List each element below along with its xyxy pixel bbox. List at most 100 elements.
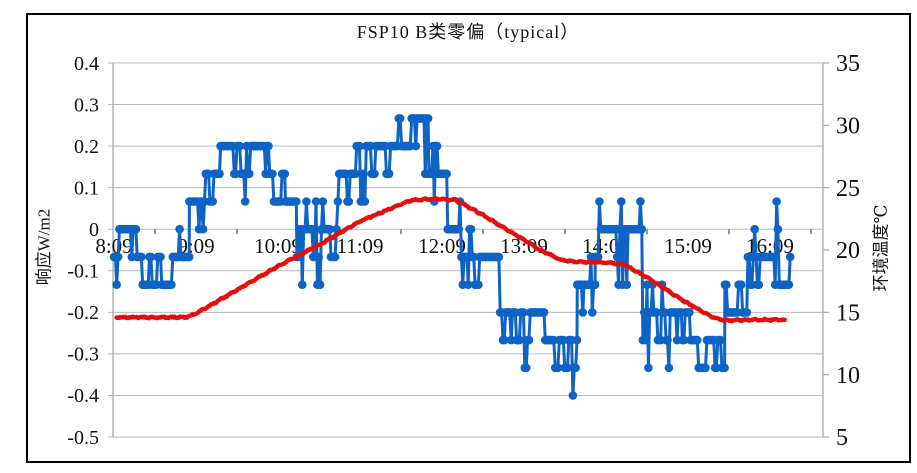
left-axis-tick-label: -0.2 <box>67 302 99 324</box>
response-marker <box>571 363 580 373</box>
response-marker <box>593 252 603 262</box>
response-marker <box>539 308 549 317</box>
response-marker <box>785 252 795 262</box>
left-axis-tick-label: -0.5 <box>67 427 99 449</box>
response-marker <box>314 252 324 262</box>
response-marker <box>521 363 531 373</box>
response-marker <box>595 197 604 206</box>
response-marker <box>131 224 141 234</box>
response-marker <box>663 335 672 345</box>
response-marker <box>298 280 307 290</box>
response-marker <box>572 335 582 345</box>
response-marker <box>769 252 779 262</box>
response-marker <box>175 224 184 234</box>
left-axis-tick-label: 0.4 <box>74 53 99 75</box>
response-marker <box>693 335 702 345</box>
response-marker <box>644 363 653 373</box>
response-marker <box>395 114 405 123</box>
response-marker <box>355 141 364 151</box>
response-marker <box>330 252 340 262</box>
left-axis-tick-label: 0.1 <box>74 177 99 199</box>
response-marker <box>198 224 208 234</box>
response-marker <box>454 224 464 234</box>
response-marker <box>466 224 476 234</box>
response-marker <box>427 169 436 179</box>
response-marker <box>280 169 290 179</box>
response-marker <box>578 308 588 317</box>
right-axis-tick-label: 35 <box>836 51 860 77</box>
response-marker <box>325 224 335 234</box>
response-marker <box>568 391 578 400</box>
response-marker <box>722 280 731 290</box>
response-marker <box>292 197 301 206</box>
response-marker <box>494 252 504 262</box>
response-marker <box>235 141 244 151</box>
response-marker <box>432 141 442 151</box>
response-marker <box>515 335 524 345</box>
response-marker <box>344 197 354 206</box>
response-marker <box>307 224 317 234</box>
response-marker <box>474 280 483 290</box>
response-marker <box>302 197 311 206</box>
x-axis-tick-label: 15:09 <box>664 234 712 258</box>
response-marker <box>240 197 250 206</box>
response-marker <box>359 169 368 179</box>
response-marker <box>137 252 146 262</box>
response-marker <box>588 308 597 317</box>
response-markers <box>109 114 795 400</box>
response-marker <box>590 280 600 290</box>
x-axis-tick-label: 11:09 <box>336 234 383 258</box>
response-marker <box>463 280 473 290</box>
response-marker <box>156 252 165 262</box>
response-marker <box>737 280 746 290</box>
temperature-line <box>114 196 787 324</box>
response-marker <box>264 141 273 151</box>
response-marker <box>750 224 759 234</box>
right-axis-tick-label: 25 <box>836 176 860 202</box>
right-axis-tick-label: 20 <box>836 238 860 264</box>
response-marker <box>370 169 379 179</box>
response-marker <box>146 252 156 262</box>
response-marker <box>664 363 674 373</box>
response-marker <box>333 197 343 206</box>
response-marker <box>563 363 572 373</box>
response-marker <box>268 169 277 179</box>
left-axis-tick-label: -0.4 <box>67 385 99 407</box>
response-marker <box>411 141 421 151</box>
response-marker <box>184 252 194 262</box>
right-axis-tick-label: 5 <box>836 425 848 451</box>
response-marker <box>113 252 123 262</box>
response-marker <box>208 197 217 206</box>
response-marker <box>311 197 321 206</box>
response-marker <box>112 280 121 290</box>
response-marker <box>612 252 622 262</box>
response-marker <box>622 280 632 290</box>
left-axis-tick-label: -0.3 <box>67 344 99 366</box>
right-axis-tick-label: 10 <box>836 363 860 389</box>
response-marker <box>641 335 650 345</box>
x-axis-tick-label: 12:09 <box>418 234 466 258</box>
response-marker <box>167 280 176 290</box>
response-marker <box>384 169 394 179</box>
response-marker <box>720 363 729 373</box>
response-marker <box>469 252 479 262</box>
right-axis-tick-label: 30 <box>836 113 860 139</box>
response-marker <box>701 363 710 373</box>
response-marker <box>685 308 694 317</box>
response-marker <box>351 169 360 179</box>
response-marker <box>360 197 370 206</box>
left-axis-tick-label: 0.3 <box>74 94 99 116</box>
response-marker <box>679 335 689 345</box>
left-axis-tick-label: 0.2 <box>74 136 99 158</box>
response-marker <box>442 169 452 179</box>
response-marker <box>500 335 509 345</box>
response-marker <box>423 114 433 123</box>
response-marker <box>318 197 328 206</box>
response-marker <box>636 197 645 206</box>
response-marker <box>315 280 325 290</box>
response-marker <box>617 197 626 206</box>
response-marker <box>519 308 528 317</box>
response-marker <box>772 197 781 206</box>
